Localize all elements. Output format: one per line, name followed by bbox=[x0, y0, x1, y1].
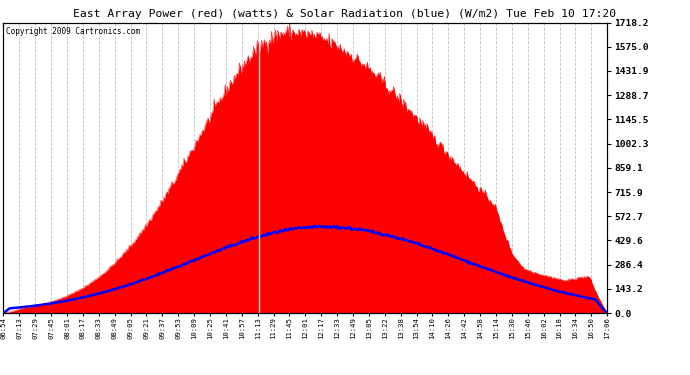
Text: East Array Power (red) (watts) & Solar Radiation (blue) (W/m2) Tue Feb 10 17:20: East Array Power (red) (watts) & Solar R… bbox=[73, 9, 617, 20]
Text: Copyright 2009 Cartronics.com: Copyright 2009 Cartronics.com bbox=[6, 27, 141, 36]
